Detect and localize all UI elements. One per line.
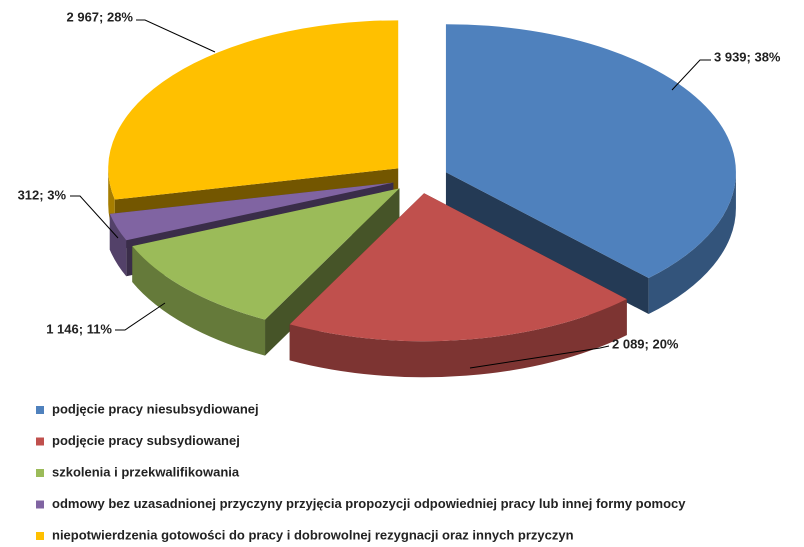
slice bbox=[445, 24, 736, 315]
slice-side bbox=[648, 172, 736, 315]
slice bbox=[289, 193, 627, 378]
legend-swatch bbox=[36, 532, 44, 540]
slice bbox=[132, 188, 400, 356]
slice-side bbox=[109, 213, 127, 277]
legend-label: niepotwierdzenia gotowości do pracy i do… bbox=[52, 527, 574, 542]
leader-line bbox=[115, 302, 166, 331]
legend-label: szkolenia i przekwalifikowania bbox=[52, 464, 240, 479]
legend-label: odmowy bez uzasadnionej przyczyny przyję… bbox=[52, 496, 686, 511]
slice bbox=[289, 193, 627, 342]
slice bbox=[132, 188, 400, 320]
slice bbox=[109, 182, 394, 241]
slice-side bbox=[109, 182, 394, 250]
data-label: 2 967; 28% bbox=[67, 9, 134, 24]
legend-swatch bbox=[36, 437, 44, 446]
slice-side bbox=[289, 299, 627, 378]
slice-side bbox=[132, 246, 266, 356]
data-label: 312; 3% bbox=[18, 187, 67, 202]
legend-swatch bbox=[36, 500, 44, 509]
legend-swatch bbox=[36, 406, 44, 414]
data-label: 1 146; 11% bbox=[46, 321, 112, 336]
leader-line bbox=[671, 59, 711, 91]
data-label: 3 939; 38% bbox=[714, 49, 781, 64]
data-label: 2 089; 20% bbox=[612, 336, 679, 351]
slice bbox=[445, 24, 736, 279]
leader-line bbox=[136, 19, 216, 53]
leader-line bbox=[469, 345, 610, 369]
slice bbox=[108, 20, 399, 200]
legend-label: podjęcie pracy subsydiowanej bbox=[52, 433, 240, 448]
legend-swatch bbox=[36, 469, 44, 477]
legend-label: podjęcie pracy niesubsydiowanej bbox=[52, 401, 259, 416]
leader-line bbox=[70, 195, 119, 239]
slice-side bbox=[445, 172, 649, 315]
